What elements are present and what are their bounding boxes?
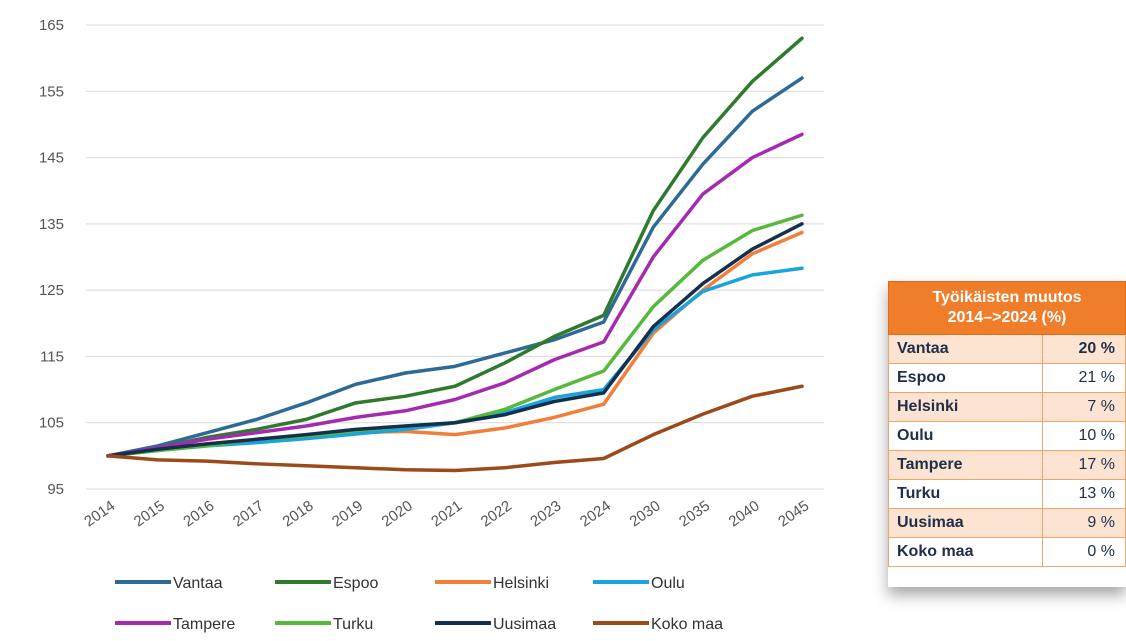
table-cell-value: 21 %: [1042, 363, 1126, 393]
table-header-line2: 2014–>2024 (%): [947, 309, 1067, 326]
y-axis-ticks: 95 105 115 125 135 145 155 165: [39, 17, 64, 498]
table-cell-region: Oulu: [888, 421, 1043, 451]
series-line-koko-maa: [106, 384, 804, 473]
x-tick-label: 2030: [626, 497, 663, 530]
x-tick-label: 2015: [131, 497, 168, 530]
table-cell-region: Helsinki: [888, 392, 1043, 422]
y-tick-label: 105: [39, 415, 64, 432]
legend-label: Turku: [333, 616, 373, 633]
series-line-vantaa: [106, 76, 804, 458]
table-header-line1: Työikäisten muutos: [932, 289, 1082, 306]
x-tick-label: 2045: [775, 497, 812, 530]
table-row: Uusimaa 9 %: [888, 508, 1126, 538]
series-line-uusimaa: [106, 222, 804, 458]
table-row: Tampere 17 %: [888, 450, 1126, 480]
legend-label: Koko maa: [651, 616, 723, 633]
x-tick-label: 2018: [279, 497, 316, 530]
table-cell-region: Turku: [888, 479, 1043, 509]
legend-label: Helsinki: [493, 575, 549, 592]
series-line-oulu: [106, 266, 804, 458]
table-cell-value: 10 %: [1042, 421, 1126, 451]
series-lines: [106, 36, 804, 473]
table-cell-region: Uusimaa: [888, 508, 1043, 538]
y-tick-label: 145: [39, 150, 64, 167]
table-cell-region: Koko maa: [888, 537, 1043, 567]
x-tick-label: 2014: [81, 497, 118, 530]
grid-lines: [86, 24, 824, 490]
x-tick-label: 2016: [180, 497, 217, 530]
legend-label: Tampere: [173, 616, 235, 633]
x-tick-label: 2040: [726, 497, 763, 530]
line-chart: 95 105 115 125 135 145 155 165 2014 2015 2016 2017…: [39, 17, 824, 633]
x-tick-label: 2019: [329, 497, 366, 530]
table-cell-value: 0 %: [1042, 537, 1126, 567]
series-line-turku: [106, 213, 804, 458]
y-tick-label: 95: [47, 481, 64, 498]
x-tick-label: 2022: [478, 497, 515, 530]
table-cell-value: 20 %: [1042, 334, 1126, 364]
table-row: Turku 13 %: [888, 479, 1126, 509]
table-cell-region: Tampere: [888, 450, 1043, 480]
table-cell-region: Espoo: [888, 363, 1043, 393]
table-cell-value: 9 %: [1042, 508, 1126, 538]
legend: Vantaa Espoo Helsinki Oulu Tampere Turku Uusim…: [115, 575, 723, 633]
table-cell-value: 7 %: [1042, 392, 1126, 422]
change-table-panel: Työikäisten muutos 2014–>2024 (%) Vantaa…: [888, 281, 1126, 587]
x-tick-label: 2017: [230, 497, 267, 530]
legend-label: Oulu: [651, 575, 685, 592]
y-tick-label: 125: [39, 282, 64, 299]
table-header: Työikäisten muutos 2014–>2024 (%): [888, 281, 1126, 335]
x-tick-label: 2024: [577, 497, 614, 530]
series-line-espoo: [106, 36, 804, 458]
y-tick-label: 135: [39, 216, 64, 233]
x-tick-label: 2023: [527, 497, 564, 530]
x-tick-label: 2020: [379, 497, 416, 530]
table-cell-region: Vantaa: [888, 334, 1043, 364]
x-tick-label: 2021: [428, 497, 465, 530]
table-body: Vantaa 20 % Espoo 21 % Helsinki 7 % Oulu 10 % Ta…: [888, 334, 1126, 567]
table-row: Oulu 10 %: [888, 421, 1126, 451]
table-row: Vantaa 20 %: [888, 334, 1126, 364]
x-tick-label: 2035: [676, 497, 713, 530]
legend-label: Vantaa: [173, 575, 223, 592]
table-row: Koko maa 0 %: [888, 537, 1126, 567]
y-tick-label: 165: [39, 17, 64, 34]
change-table: Työikäisten muutos 2014–>2024 (%) Vantaa…: [888, 281, 1126, 567]
table-cell-value: 13 %: [1042, 479, 1126, 509]
table-row: Espoo 21 %: [888, 363, 1126, 393]
legend-label: Espoo: [333, 575, 378, 592]
y-tick-label: 155: [39, 83, 64, 100]
y-tick-label: 115: [40, 348, 64, 365]
series-line-tampere: [106, 132, 804, 458]
table-row: Helsinki 7 %: [888, 392, 1126, 422]
legend-label: Uusimaa: [493, 616, 556, 633]
table-cell-value: 17 %: [1042, 450, 1126, 480]
x-axis-ticks: 2014 2015 2016 2017 2018 2019 2020 2021 2022 2023…: [81, 497, 812, 530]
